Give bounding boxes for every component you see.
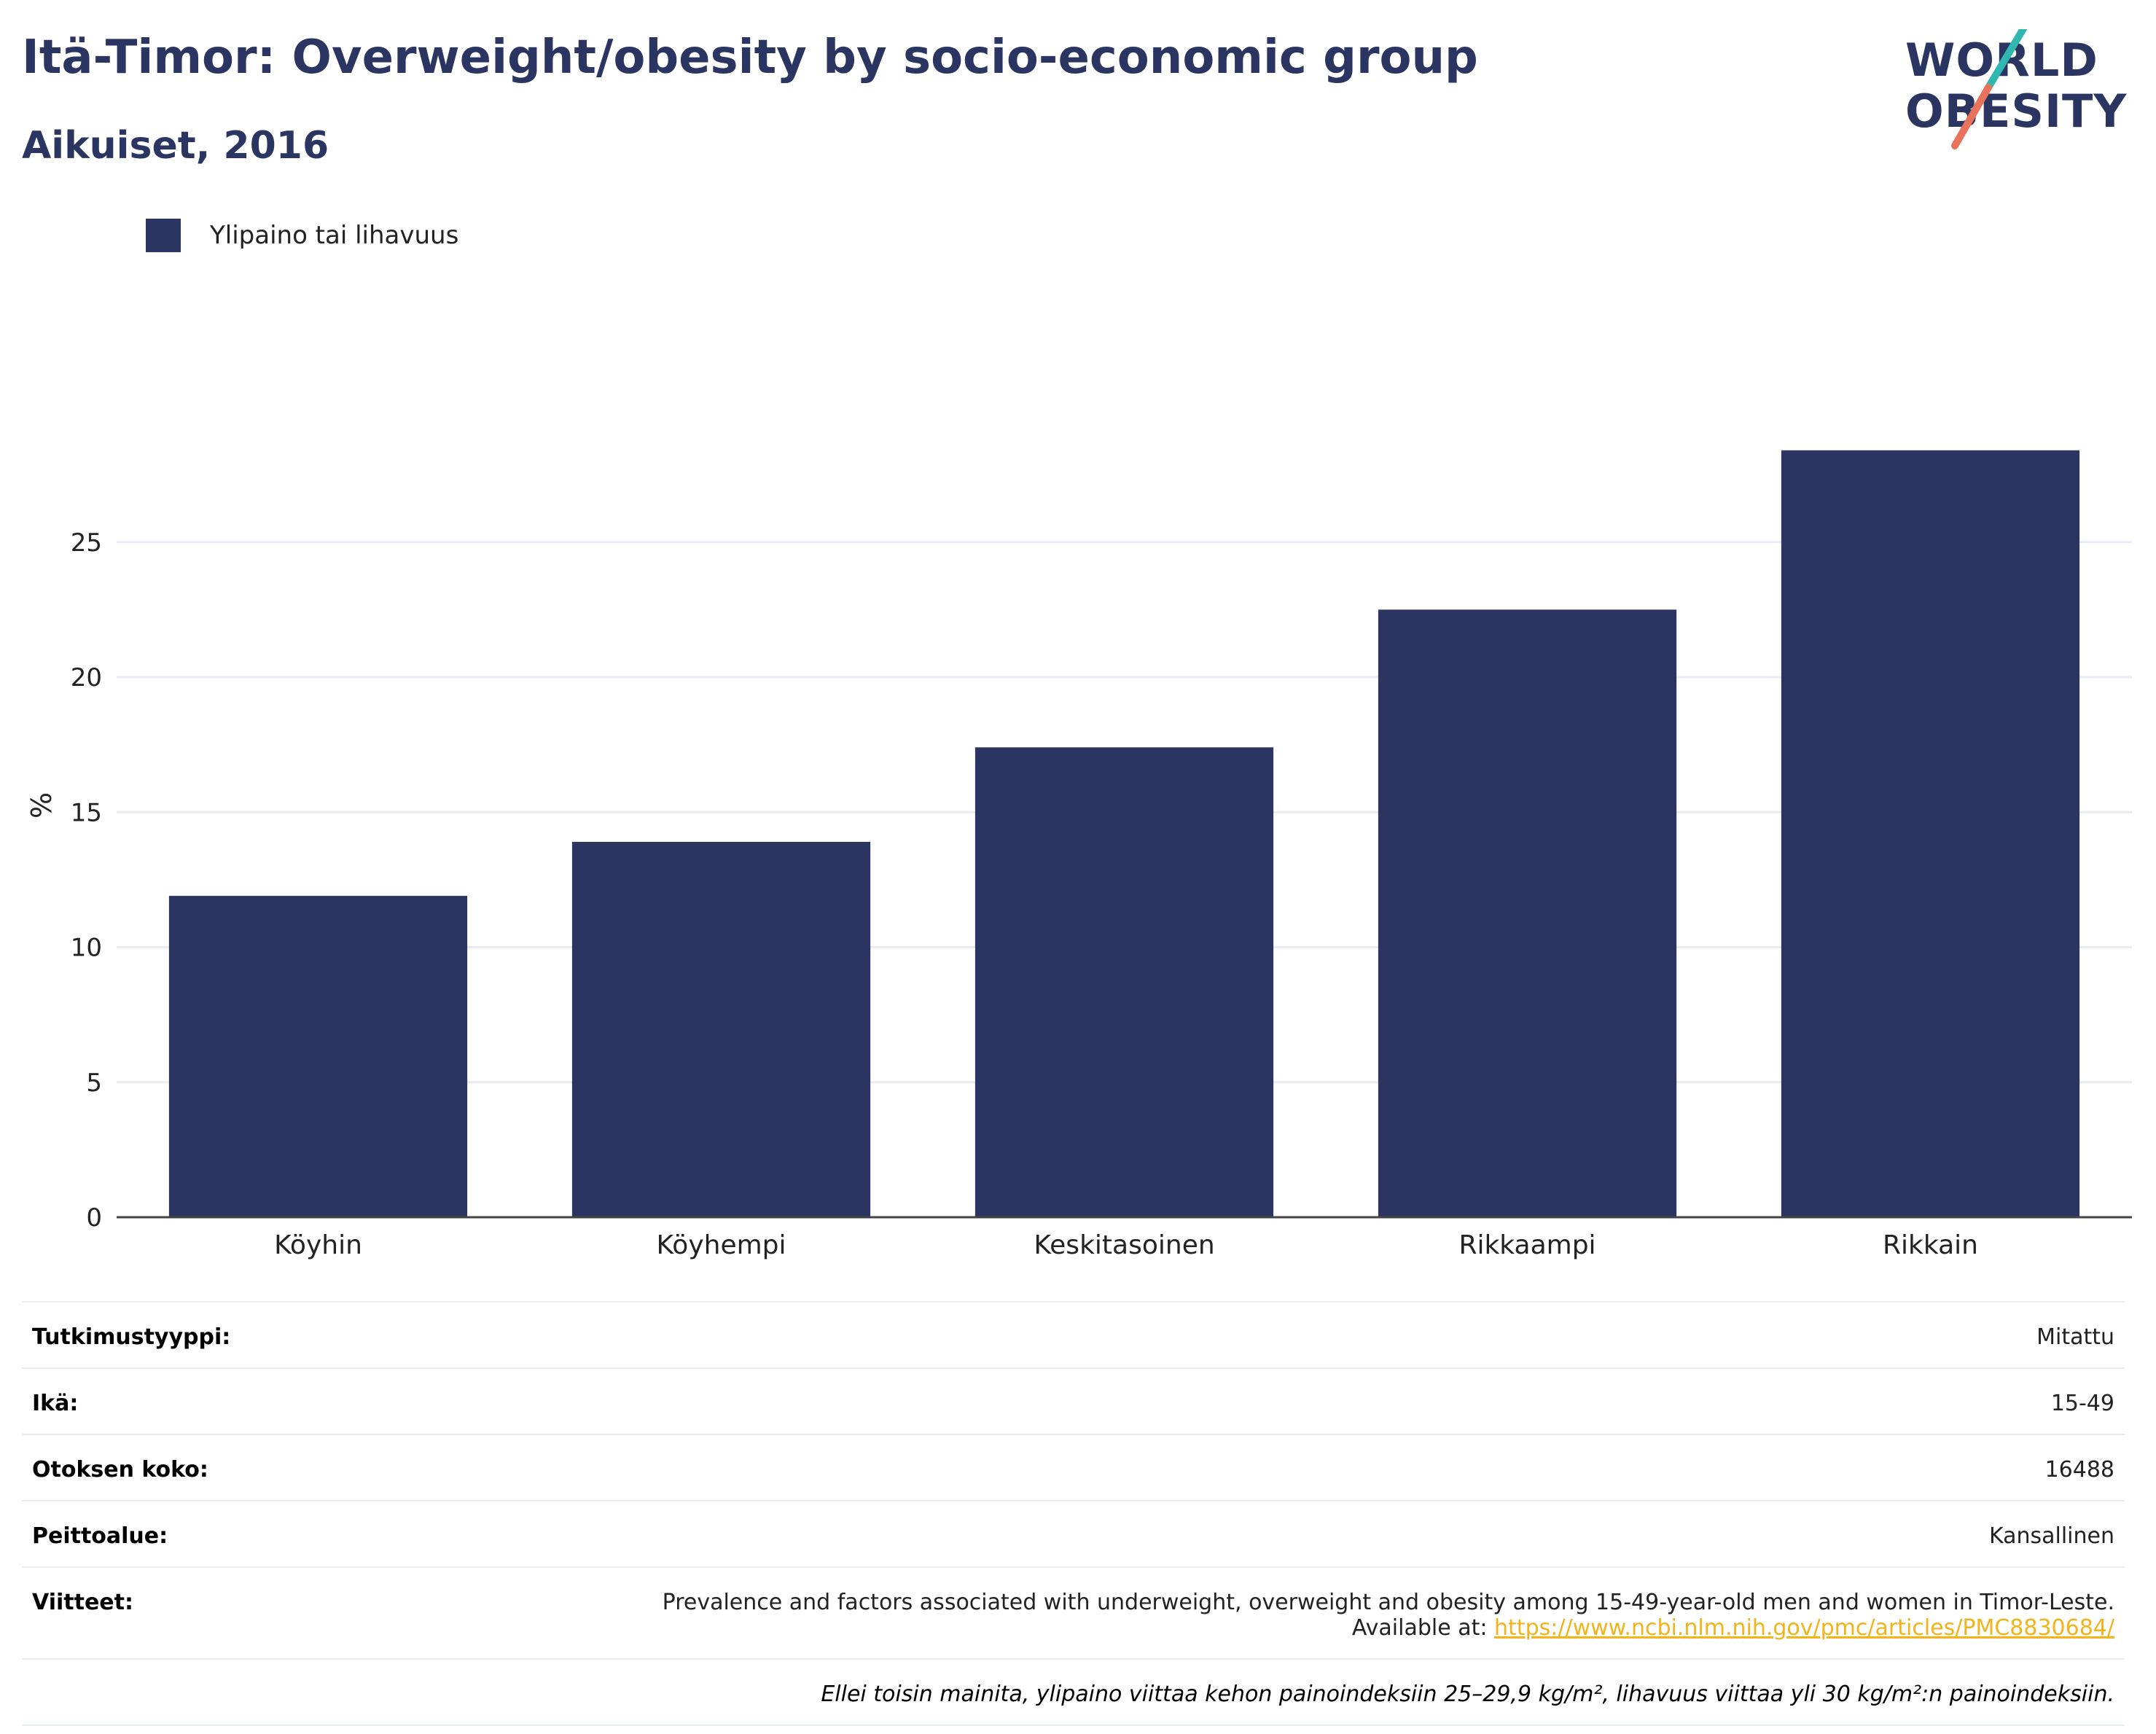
y-tick-label: 15: [71, 798, 102, 827]
reference-row: Viitteet: Prevalence and factors associa…: [22, 1566, 2125, 1658]
bar: [975, 747, 1274, 1217]
info-row: Peittoalue: Kansallinen: [22, 1500, 2125, 1566]
bar: [1378, 609, 1677, 1217]
info-row-key: Otoksen koko:: [32, 1457, 208, 1483]
y-tick-label: 25: [71, 528, 102, 558]
bar: [1781, 450, 2080, 1218]
chart-subtitle: Aikuiset, 2016: [22, 124, 329, 168]
y-tick-label: 20: [71, 663, 102, 692]
reference-link[interactable]: https://www.ncbi.nlm.nih.gov/pmc/article…: [1494, 1615, 2114, 1641]
x-category-label: Keskitasoinen: [1034, 1230, 1214, 1260]
legend-swatch: [146, 219, 181, 252]
x-category-label: Rikkaampi: [1458, 1230, 1595, 1260]
reference-value: Prevalence and factors associated with u…: [663, 1590, 2114, 1641]
bar-chart: 0 5 10 15 20 25 Köyhin Köyhempi Keskitasoinen Rik…: [26, 450, 2132, 1260]
bar: [571, 842, 871, 1217]
info-row-key: Peittoalue:: [32, 1523, 168, 1549]
world-obesity-logo: WORLD OBESITY: [1895, 29, 2143, 160]
y-tick-label: 10: [71, 934, 102, 963]
x-category-label: Köyhin: [274, 1230, 362, 1260]
y-tick-label: 0: [86, 1203, 102, 1233]
info-row-value: Mitattu: [2036, 1324, 2114, 1350]
x-category-label: Rikkain: [1883, 1230, 1978, 1260]
info-row: Ikä: 15-49: [22, 1367, 2125, 1434]
info-row-key: Ikä:: [32, 1391, 79, 1416]
chart-legend: Ylipaino tai lihavuus: [146, 217, 458, 254]
logo-text-obesity: OBESITY: [1905, 85, 2128, 138]
info-row-value: 16488: [2044, 1457, 2114, 1483]
info-row: Tutkimustyyppi: Mitattu: [22, 1301, 2125, 1367]
logo-slash-icon: [1951, 29, 2028, 149]
reference-text: Prevalence and factors associated with u…: [662, 1590, 2114, 1615]
definition-note-text: Ellei toisin mainita, ylipaino viittaa k…: [821, 1682, 2114, 1707]
bar: [168, 896, 468, 1217]
y-axis-label: %: [26, 792, 58, 819]
legend-label: Ylipaino tai lihavuus: [210, 221, 459, 250]
reference-key: Viitteet:: [32, 1590, 133, 1615]
y-tick-label: 5: [86, 1069, 102, 1098]
info-row: Otoksen koko: 16488: [22, 1434, 2125, 1500]
chart-title: Itä-Timor: Overweight/obesity by socio-e…: [22, 31, 1478, 85]
info-row-value: 15-49: [2050, 1391, 2114, 1416]
info-row-value: Kansallinen: [1988, 1523, 2114, 1549]
reference-available-label: Available at:: [1351, 1615, 1488, 1641]
x-category-label: Köyhempi: [656, 1230, 786, 1260]
info-table: Tutkimustyyppi: Mitattu Ikä: 15-49 Otoksen k…: [22, 1301, 2125, 1726]
definition-note: Ellei toisin mainita, ylipaino viittaa k…: [22, 1658, 2125, 1726]
info-row-key: Tutkimustyyppi:: [32, 1324, 231, 1350]
